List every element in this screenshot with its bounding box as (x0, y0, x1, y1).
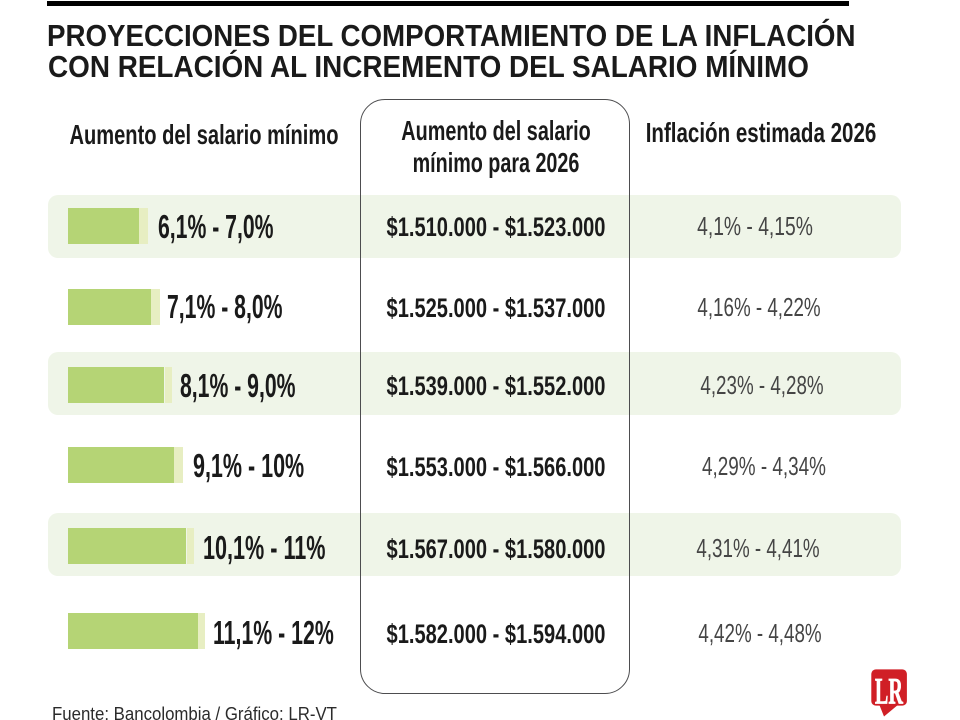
svg-text:LR: LR (875, 672, 904, 713)
